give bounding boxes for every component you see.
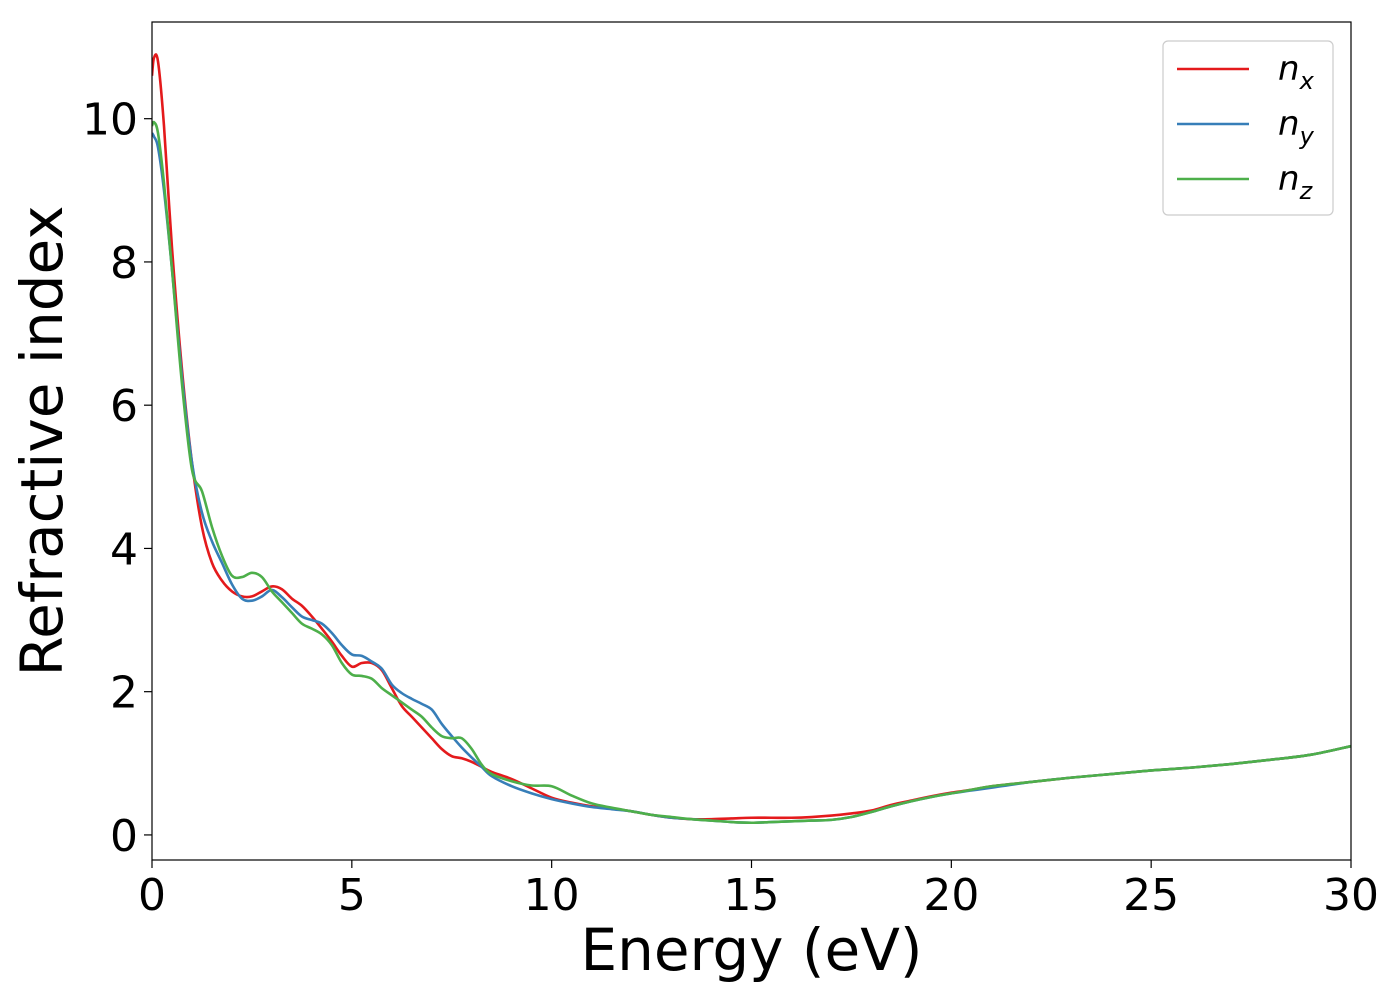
y-tick-label: 10: [82, 95, 138, 146]
y-tick-label: 2: [110, 668, 138, 719]
x-axis-label: Energy (eV): [580, 916, 922, 984]
x-tick-label: 20: [923, 870, 979, 921]
y-tick-label: 4: [110, 524, 138, 575]
series-line-ny: [152, 132, 1351, 825]
legend-box: [1162, 40, 1334, 216]
legend: nx ny nz: [1162, 40, 1334, 216]
axes: 0 5 10 15 20 25 30 0 2 4 6 8 10: [82, 21, 1379, 921]
y-axis-label: Refractive index: [8, 205, 76, 676]
y-tick-label: 8: [110, 238, 138, 289]
y-tick-label: 6: [110, 381, 138, 432]
series-line-nz: [152, 120, 1351, 825]
series-lines: [152, 53, 1351, 825]
legend-label-ny: ny: [1278, 104, 1315, 150]
x-tick-label: 5: [338, 870, 366, 921]
x-tick-label: 0: [138, 870, 166, 921]
legend-label-nx: nx: [1278, 49, 1315, 95]
x-tick-label: 25: [1123, 870, 1179, 921]
legend-label-nz: nz: [1278, 159, 1314, 205]
x-tick-label: 15: [724, 870, 780, 921]
x-tick-label: 30: [1323, 870, 1379, 921]
x-tick-label: 10: [524, 870, 580, 921]
axis-labels: Energy (eV) Refractive index: [8, 205, 923, 984]
y-tick-label: 0: [110, 811, 138, 862]
